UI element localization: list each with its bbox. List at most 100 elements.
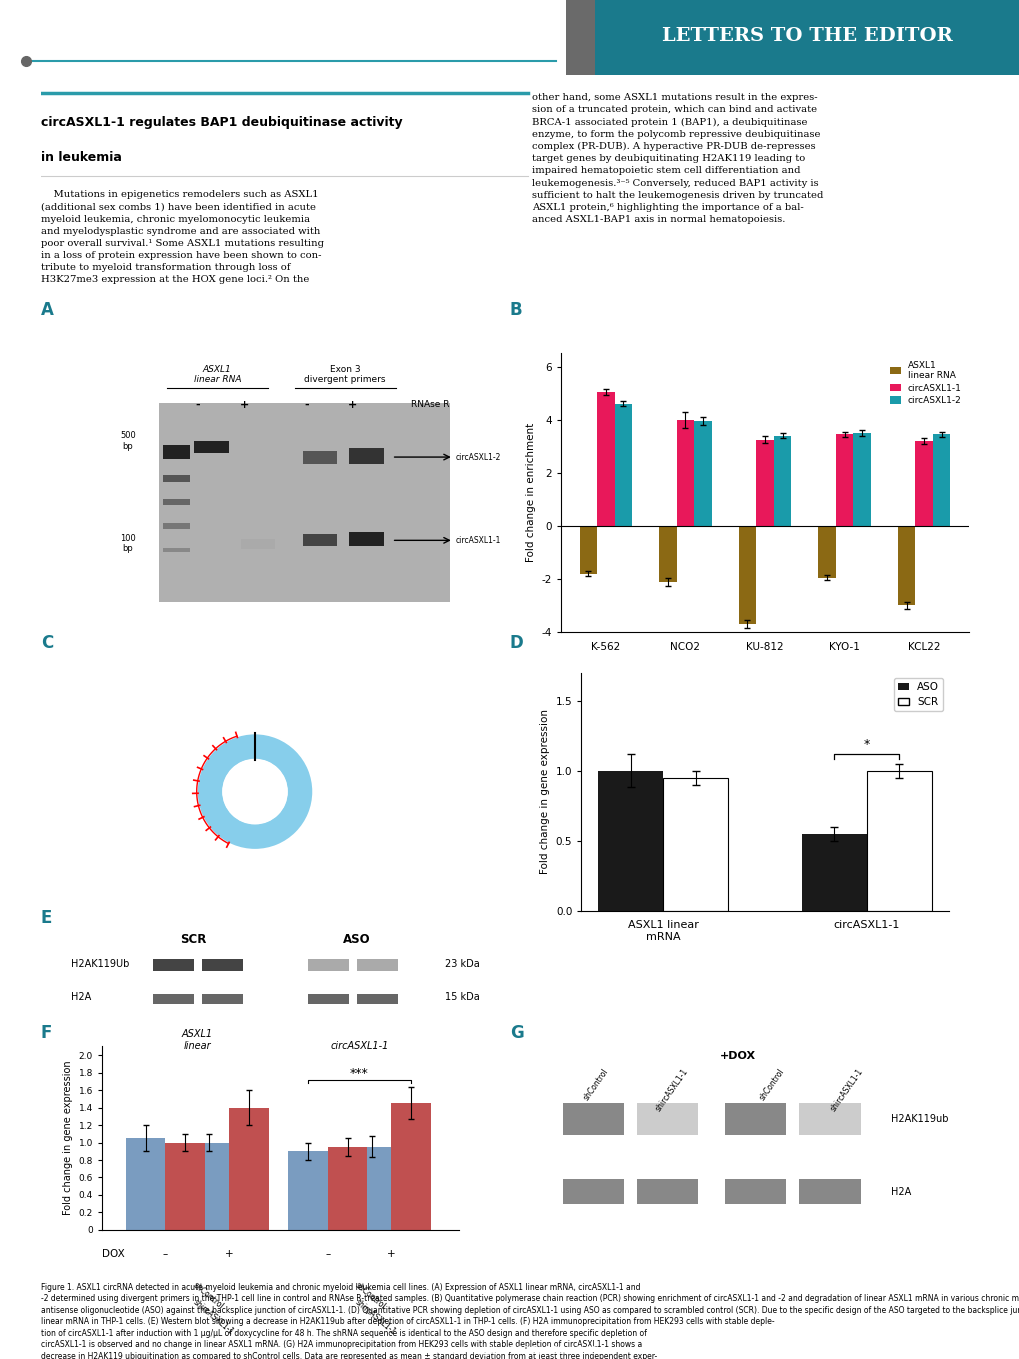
Text: 15 kDa: 15 kDa: [444, 992, 479, 1002]
Wedge shape: [197, 734, 313, 849]
Text: shircASXL1-1: shircASXL1-1: [354, 1298, 397, 1337]
Bar: [202, 995, 243, 1004]
Text: *: *: [863, 738, 869, 752]
Text: 3: 3: [227, 784, 237, 799]
Bar: [614, 404, 632, 526]
Text: shircASXL1-1: shircASXL1-1: [653, 1067, 689, 1113]
Text: -: -: [196, 400, 200, 410]
Text: H2A: H2A: [71, 992, 92, 1002]
Bar: [597, 771, 662, 911]
Bar: [163, 446, 190, 458]
Bar: [897, 526, 914, 605]
Text: +DOX: +DOX: [719, 1051, 755, 1060]
Bar: [866, 771, 931, 911]
Bar: [190, 1143, 229, 1230]
Bar: [348, 531, 383, 546]
Text: E: E: [41, 909, 52, 927]
Text: +: +: [347, 400, 358, 410]
Text: in leukemia: in leukemia: [41, 151, 121, 164]
Bar: [163, 523, 190, 529]
Bar: [308, 959, 348, 970]
Text: ***: ***: [350, 1067, 369, 1079]
Text: shControl: shControl: [354, 1280, 387, 1311]
Text: shControl: shControl: [582, 1067, 610, 1102]
Bar: [676, 420, 694, 526]
Text: +: +: [239, 400, 249, 410]
Bar: [327, 1147, 367, 1230]
Text: –: –: [325, 1249, 330, 1260]
Text: DOX: DOX: [102, 1249, 124, 1260]
Bar: [596, 391, 614, 526]
Bar: [357, 995, 397, 1004]
Bar: [308, 995, 348, 1004]
Text: shControl: shControl: [192, 1280, 225, 1311]
Bar: [352, 1147, 391, 1230]
Bar: [391, 1104, 430, 1230]
Text: ASXL1
linear: ASXL1 linear: [181, 1029, 213, 1051]
Bar: [817, 526, 835, 578]
Legend: ASO, SCR: ASO, SCR: [894, 678, 943, 712]
Legend: ASXL1
linear RNA, circASXL1-1, circASXL1-2: ASXL1 linear RNA, circASXL1-1, circASXL1…: [887, 357, 964, 408]
Bar: [637, 1180, 698, 1204]
Bar: [126, 1139, 165, 1230]
Bar: [240, 540, 275, 549]
Text: Figure 1. ASXL1 circRNA detected in acute myeloid leukemia and chronic myeloid l: Figure 1. ASXL1 circRNA detected in acut…: [41, 1283, 1019, 1359]
Text: circASXL1-2: circASXL1-2: [455, 453, 500, 462]
Text: H2AK119Ub: H2AK119Ub: [71, 958, 129, 969]
Bar: [738, 526, 755, 624]
Bar: [202, 959, 243, 970]
Y-axis label: Fold change in enrichment: Fold change in enrichment: [526, 423, 536, 563]
Bar: [799, 1104, 860, 1135]
Text: LETTERS TO THE EDITOR: LETTERS TO THE EDITOR: [661, 27, 952, 45]
Text: circASXL1-1: circASXL1-1: [330, 1041, 388, 1051]
Bar: [801, 833, 866, 911]
Bar: [662, 777, 728, 911]
Bar: [594, 0, 1019, 75]
Bar: [153, 995, 194, 1004]
Text: H2AK119ub: H2AK119ub: [891, 1114, 948, 1124]
Bar: [357, 959, 397, 970]
Text: ASXL1
linear RNA: ASXL1 linear RNA: [194, 366, 240, 385]
Y-axis label: Fold change in gene expression: Fold change in gene expression: [63, 1061, 73, 1215]
Circle shape: [223, 760, 286, 824]
Bar: [694, 421, 711, 526]
Text: G: G: [510, 1025, 523, 1042]
Bar: [153, 959, 194, 970]
Bar: [835, 435, 853, 526]
Text: RNAse R: RNAse R: [411, 400, 449, 409]
Bar: [566, 0, 594, 75]
Bar: [163, 548, 190, 552]
Bar: [159, 404, 449, 602]
Bar: [348, 448, 383, 465]
Text: H2A: H2A: [891, 1186, 911, 1197]
Bar: [725, 1104, 786, 1135]
Bar: [658, 526, 676, 582]
Text: +: +: [224, 1249, 233, 1260]
Bar: [288, 1151, 327, 1230]
Bar: [562, 1180, 624, 1204]
Y-axis label: Fold change in gene expression: Fold change in gene expression: [540, 709, 549, 874]
Text: shircASXL1-1: shircASXL1-1: [828, 1067, 864, 1113]
Text: 23 kDa: 23 kDa: [444, 958, 479, 969]
Text: C: C: [41, 635, 53, 652]
Text: –: –: [163, 1249, 168, 1260]
Bar: [725, 1180, 786, 1204]
Text: Exon 3
divergent primers: Exon 3 divergent primers: [304, 366, 385, 385]
Bar: [165, 1143, 205, 1230]
Text: haematologica 2020; 105:e343: haematologica 2020; 105:e343: [423, 1345, 596, 1356]
Bar: [562, 1104, 624, 1135]
Bar: [229, 1108, 268, 1230]
Text: +: +: [386, 1249, 395, 1260]
Bar: [579, 526, 596, 573]
Text: Mutations in epigenetics remodelers such as ASXL1
(additional sex combs 1) have : Mutations in epigenetics remodelers such…: [41, 190, 323, 284]
Text: -: -: [304, 400, 309, 410]
Text: shircASXL1-1: shircASXL1-1: [192, 1298, 235, 1337]
Bar: [914, 440, 932, 526]
Text: A: A: [41, 302, 54, 319]
Bar: [755, 439, 773, 526]
Text: 500
bp: 500 bp: [120, 431, 136, 451]
Bar: [163, 474, 190, 482]
Text: other hand, some ASXL1 mutations result in the expres-
sion of a truncated prote: other hand, some ASXL1 mutations result …: [532, 94, 823, 224]
Text: F: F: [41, 1025, 52, 1042]
Text: 100
bp: 100 bp: [120, 534, 136, 553]
